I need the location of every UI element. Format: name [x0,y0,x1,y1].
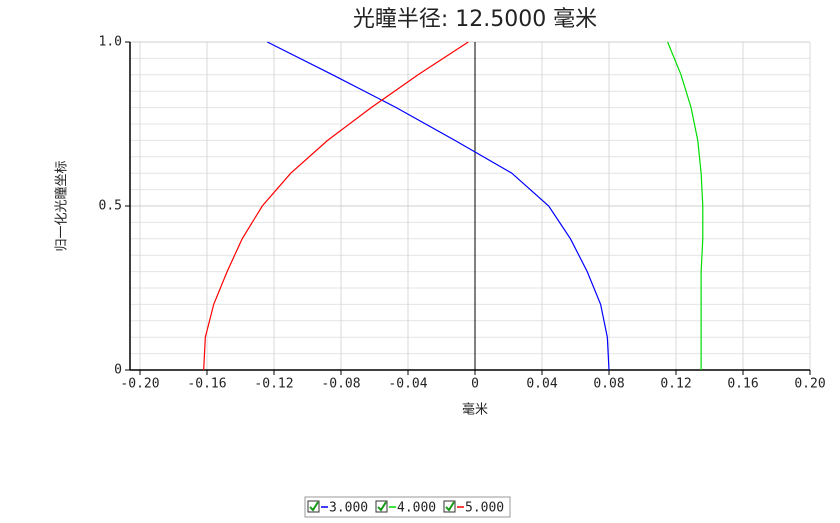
legend-label: 5.000 [465,501,504,516]
x-tick-label: -0.16 [187,377,226,392]
x-tick-label: 0.08 [593,377,624,392]
legend-label: 4.000 [397,501,436,516]
y-tick-label: 1.0 [99,35,122,50]
legend-checkbox[interactable] [375,500,388,513]
y-tick-label: 0.5 [99,199,122,214]
x-tick-label: 0.04 [526,377,557,392]
legend-box [304,496,511,518]
x-tick-label: 0 [471,377,479,392]
y-tick-label: 0 [114,363,122,378]
x-tick-label: 0.20 [794,377,825,392]
legend-checkbox[interactable] [307,500,320,513]
legend-checkbox[interactable] [443,500,456,513]
series-line [267,41,610,371]
legend-item: 4.000 [375,500,436,516]
legend-check [309,501,319,512]
x-tick-label: 0.16 [727,377,758,392]
series-line [203,41,469,371]
legend-item: 3.000 [307,500,368,516]
legend-item: 5.000 [443,500,504,516]
legend-check [445,501,455,512]
x-tick-label: -0.12 [254,377,293,392]
x-tick-label: -0.20 [120,377,159,392]
series-line [667,41,704,370]
y-axis-label: 归一化光瞳坐标 [55,160,70,251]
x-axis-label: 毫米 [462,402,488,418]
x-tick-label: -0.08 [321,377,360,392]
chart-title: 光瞳半径: 12.5000 毫米 [353,7,597,32]
legend-label: 3.000 [329,501,368,516]
legend-check [377,501,387,512]
x-tick-label: -0.04 [388,377,427,392]
x-tick-label: 0.12 [660,377,691,392]
